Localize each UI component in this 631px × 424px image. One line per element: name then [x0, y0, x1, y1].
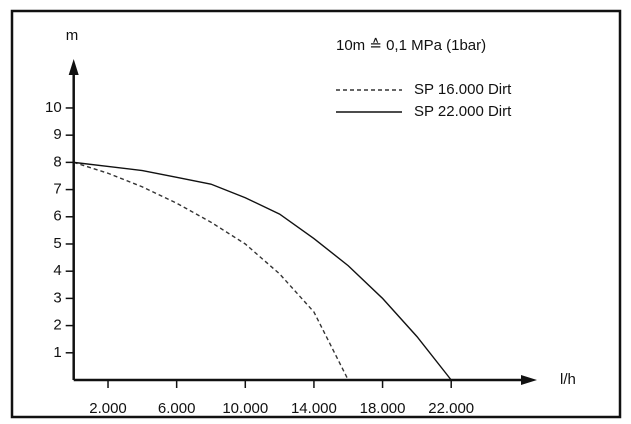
y-tick-label: 9 [53, 126, 61, 143]
series-line [73, 161, 452, 381]
y-tick-label: 3 [53, 289, 61, 306]
x-tick-label: 22.000 [428, 400, 474, 417]
x-tick-label: 10.000 [222, 400, 268, 417]
y-tick-label: 10 [45, 99, 62, 116]
y-tick-label: 5 [53, 235, 61, 252]
legend-label: SP 16.000 Dirt [414, 81, 512, 98]
x-tick-label: 6.000 [158, 400, 196, 417]
y-axis-label: m [66, 27, 79, 44]
x-tick-label: 18.000 [360, 400, 406, 417]
y-tick-label: 7 [53, 181, 61, 198]
y-axis-arrow [68, 59, 79, 75]
y-tick-label: 6 [53, 208, 61, 225]
x-axis-label: l/h [560, 371, 576, 388]
y-tick-label: 4 [53, 262, 61, 279]
x-axis-arrow [521, 375, 537, 385]
series-line [73, 161, 349, 381]
y-tick-label: 2 [53, 317, 61, 334]
legend-label: SP 22.000 Dirt [414, 103, 512, 120]
x-tick-label: 14.000 [291, 400, 337, 417]
x-tick-label: 2.000 [89, 400, 127, 417]
frame [10, 9, 622, 419]
annotation: 10m ≙ 0,1 MPa (1bar) [336, 37, 486, 54]
y-tick-label: 8 [53, 153, 61, 170]
y-tick-label: 1 [53, 344, 61, 361]
